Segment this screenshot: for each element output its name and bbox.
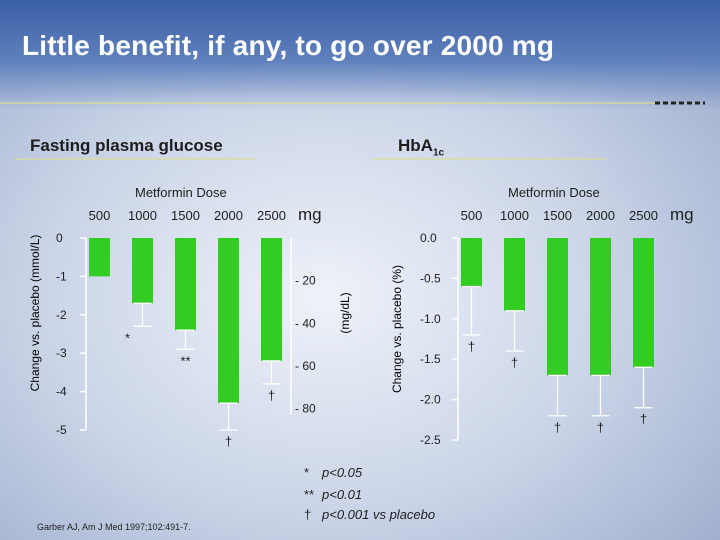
fpg-secondary-tick-label: - 60 [295,359,316,373]
fpg-dose-caption: Metformin Dose [135,185,227,200]
hba1c-title-base: HbA [398,136,433,155]
hba1c-bar [504,238,525,311]
hba1c-category-label: 500 [461,208,483,223]
hba1c-unit-label: mg [670,205,694,224]
hba1c-bar [633,238,654,368]
title-band [0,0,720,110]
hba1c-bar [590,238,611,376]
hba1c-y-tick-label: -2.0 [420,393,441,407]
fpg-y-tick-label: -2 [56,308,67,322]
legend-item-p001: † p<0.001 vs placebo [304,507,435,522]
fpg-bar [175,238,196,331]
fpg-significance-marker: * [125,330,130,345]
fpg-category-label: 2000 [214,208,243,223]
fpg-significance-marker: ** [180,353,190,368]
legend-text: p<0.001 vs placebo [322,507,436,522]
citation: Garber AJ, Am J Med 1997;102:491-7. [37,522,191,532]
hba1c-y-tick-label: 0.0 [420,231,437,245]
fpg-bar [218,238,239,404]
legend-item-p05: * p<0.05 [304,465,362,480]
fpg-significance-marker: † [225,434,232,449]
decorative-divider [0,101,705,105]
fpg-secondary-tick-label: - 40 [295,316,316,330]
legend-text: p<0.05 [322,465,363,480]
fpg-unit-label: mg [298,205,322,224]
fpg-bar [261,238,282,361]
fpg-y-tick-label: -4 [56,385,67,399]
hba1c-y-tick-label: -2.5 [420,433,441,447]
legend-symbol: * [304,465,310,480]
legend-symbol: ** [304,487,315,502]
fpg-bar [132,238,153,304]
hba1c-significance-marker: † [554,420,561,435]
fpg-category-label: 500 [89,208,111,223]
fpg-secondary-tick-label: - 80 [295,402,316,416]
hba1c-significance-marker: † [640,412,647,427]
hba1c-y-tick-label: -1.5 [420,352,441,366]
fpg-y-tick-label: -3 [56,346,67,360]
fpg-y-tick-label: 0 [56,231,63,245]
hba1c-significance-marker: † [597,420,604,435]
hba1c-significance-marker: † [468,339,475,354]
slide-title: Little benefit, if any, to go over 2000 … [22,30,555,61]
legend-item-p01: ** p<0.01 [304,487,362,502]
fpg-y-tick-label: -5 [56,423,67,437]
fpg-category-label: 1500 [171,208,200,223]
fpg-category-label: 2500 [257,208,286,223]
legend-symbol: † [304,507,312,522]
hba1c-y-tick-label: -1.0 [420,312,441,326]
hba1c-y-tick-label: -0.5 [420,271,441,285]
hba1c-category-label: 1000 [500,208,529,223]
hba1c-category-label: 2500 [629,208,658,223]
hba1c-bar [461,238,482,287]
hba1c-section-title: HbA1c [398,136,444,158]
fpg-secondary-tick-label: - 20 [295,274,316,288]
fpg-bar [89,238,110,277]
hba1c-title-underline [372,158,607,160]
hba1c-bar [547,238,568,376]
fpg-section-title: Fasting plasma glucose [30,136,223,155]
fpg-category-label: 1000 [128,208,157,223]
fpg-significance-marker: † [268,388,275,403]
hba1c-significance-marker: † [511,355,518,370]
hba1c-category-label: 2000 [586,208,615,223]
hba1c-title-subscript: 1c [432,147,445,159]
fpg-title-underline [15,158,255,160]
hba1c-dose-caption: Metformin Dose [508,185,600,200]
fpg-y-tick-label: -1 [56,269,67,283]
hba1c-category-label: 1500 [543,208,572,223]
legend-text: p<0.01 [322,487,363,502]
